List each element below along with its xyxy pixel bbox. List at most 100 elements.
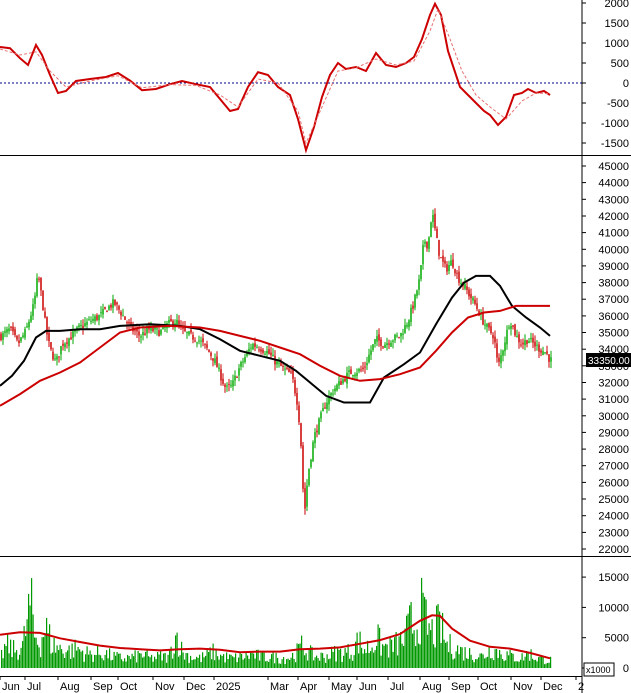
- candle-body: [290, 371, 292, 373]
- candle-body: [168, 320, 170, 323]
- price-tick-label: 40000: [598, 244, 629, 256]
- volume-bar: [433, 644, 435, 668]
- candle-body: [398, 336, 400, 338]
- volume-bar: [416, 629, 418, 668]
- volume-bar: [346, 652, 348, 668]
- candle-body: [270, 352, 272, 356]
- candle-body: [486, 323, 488, 327]
- volume-bar: [392, 651, 394, 668]
- volume-tick-label: 5000: [605, 633, 629, 645]
- candle-body: [224, 384, 226, 387]
- volume-bar: [278, 663, 280, 668]
- candle-body: [80, 324, 82, 327]
- candle-body: [506, 329, 508, 345]
- volume-bar: [209, 647, 211, 668]
- volume-bar: [395, 632, 397, 668]
- candle-body: [72, 331, 74, 338]
- x-axis-label: Aug: [422, 681, 442, 693]
- volume-bar: [458, 654, 460, 668]
- x-axis-label: Oct: [480, 681, 497, 693]
- candle-body: [132, 325, 134, 332]
- candle-body: [500, 355, 502, 364]
- candle-body: [74, 330, 76, 332]
- candle-body: [342, 379, 344, 384]
- candle-body: [460, 283, 462, 285]
- price-tick-label: 45000: [598, 161, 629, 173]
- price-tick-label: 30000: [598, 411, 629, 423]
- oscillator-tick-label: 1000: [605, 38, 629, 50]
- volume-bar: [515, 661, 517, 668]
- candle-body: [138, 331, 140, 336]
- volume-bar: [328, 659, 330, 668]
- volume-bar: [434, 647, 436, 668]
- candle-body: [210, 352, 212, 356]
- volume-bar: [425, 599, 427, 668]
- candle-body: [402, 333, 404, 335]
- volume-bar: [532, 658, 534, 668]
- volume-bar: [535, 659, 537, 668]
- volume-bar: [14, 652, 16, 668]
- candle-body: [366, 363, 368, 366]
- oscillator-line: [0, 1, 551, 154]
- volume-bar: [137, 651, 139, 668]
- price-panel: [0, 208, 552, 515]
- candle-body: [298, 405, 300, 423]
- candle-body: [206, 344, 208, 348]
- volume-unit-tag: x1000: [583, 662, 615, 677]
- volume-bar: [164, 652, 166, 668]
- x-axis-label: 2: [578, 681, 584, 693]
- x-axis-label: May: [331, 681, 352, 693]
- volume-bar: [524, 656, 526, 668]
- candle-body: [108, 305, 110, 310]
- candle-body: [254, 343, 256, 347]
- volume-bar: [116, 652, 118, 668]
- candle-body: [158, 330, 160, 337]
- candle-body: [362, 367, 364, 369]
- oscillator-tick-label: 2000: [605, 0, 629, 10]
- candle-body: [204, 343, 206, 345]
- candle-body: [64, 343, 66, 348]
- candle-body: [242, 361, 244, 363]
- price-tick-label: 43000: [598, 194, 629, 206]
- volume-bar: [491, 658, 493, 668]
- candle-body: [126, 322, 128, 324]
- volume-bar: [526, 651, 528, 668]
- candle-body: [16, 336, 18, 340]
- candle-body: [146, 327, 148, 334]
- volume-bar: [88, 654, 90, 668]
- volume-bar: [35, 637, 37, 668]
- volume-bar: [505, 660, 507, 668]
- volume-bar: [460, 646, 462, 668]
- volume-bar: [103, 660, 105, 668]
- volume-bar: [89, 650, 91, 668]
- candle-body: [50, 342, 52, 350]
- volume-bar: [251, 652, 253, 668]
- candle-body: [406, 324, 408, 327]
- candle-body: [104, 306, 106, 309]
- candle-body: [526, 340, 528, 345]
- candle-body: [46, 317, 48, 335]
- candle-body: [78, 325, 80, 327]
- candle-body: [550, 357, 552, 362]
- volume-bar: [212, 643, 214, 668]
- volume-bar: [20, 647, 22, 668]
- volume-bar: [508, 655, 510, 668]
- volume-bar: [149, 657, 151, 668]
- volume-bar: [518, 661, 520, 668]
- volume-bar: [341, 661, 343, 668]
- candle-body: [134, 330, 136, 332]
- candle-body: [190, 329, 192, 333]
- candle-body: [38, 278, 40, 280]
- candle-body: [318, 418, 320, 435]
- candle-body: [524, 340, 526, 346]
- volume-bar: [364, 649, 366, 668]
- volume-bar: [5, 646, 7, 668]
- volume-bar: [476, 659, 478, 668]
- volume-bar: [115, 655, 117, 668]
- candle-body: [24, 329, 26, 338]
- volume-bar: [140, 653, 142, 668]
- x-axis-label: 2025: [216, 681, 240, 693]
- volume-bar: [173, 653, 175, 668]
- volume-bar: [127, 655, 129, 668]
- volume-bar: [98, 654, 100, 668]
